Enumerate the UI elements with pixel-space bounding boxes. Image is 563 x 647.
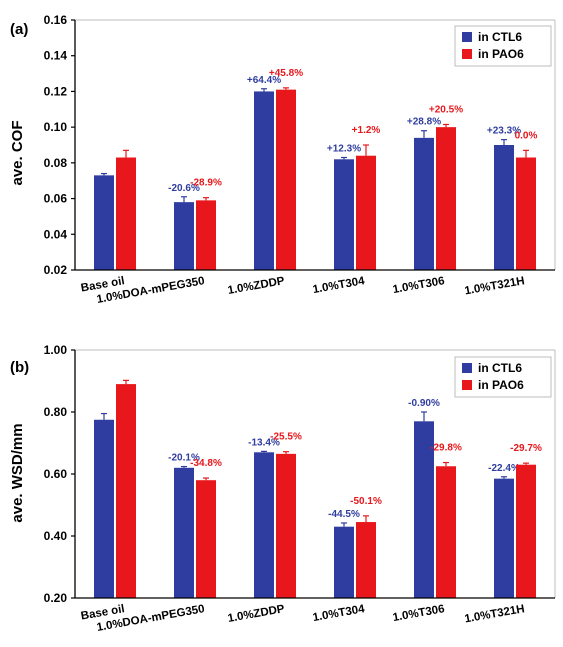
y-tick-label-b: 0.20 [44,591,68,605]
y-tick-label-a: 0.04 [44,227,68,241]
bar-in-pao6-base-oil [116,157,136,270]
panel-b-y-axis-title: ave. WSD/mm [9,423,26,522]
data-label-in-pao6: -34.8% [190,458,222,469]
y-tick-label-a: 0.16 [44,13,68,27]
panel-b-tag: (b) [10,359,29,376]
bar-in-ctl6-base-oil [94,175,114,270]
x-tick-label-b: 1.0%ZDDP [227,603,286,625]
bar-in-ctl6-1-0-t306 [414,137,434,270]
data-label-in-ctl6: -20.1% [168,453,200,464]
legend-swatch-in-pao6-a [462,49,472,59]
bar-in-ctl6-1-0-t306 [414,421,434,598]
bar-in-pao6-1-0-t321h [516,157,536,270]
panel-a-y-axis-title: ave. COF [9,120,26,185]
bar-in-pao6-1-0-t306 [436,466,456,598]
bar-in-ctl6-1-0-doa-mpeg350 [174,202,194,270]
legend-swatch-in-ctl6-a [462,32,472,42]
legend-swatch-in-pao6-b [462,380,472,390]
y-tick-label-a: 0.08 [44,156,68,170]
legend-label-in-ctl6-a: in CTL6 [478,30,522,44]
data-label-in-ctl6: -20.6% [168,183,200,194]
y-tick-label-b: 0.60 [44,467,68,481]
data-label-in-pao6: 0.0% [515,130,538,141]
y-tick-label-b: 1.00 [44,343,68,357]
data-label-in-pao6: +1.2% [352,125,381,136]
legend-frame-b [454,356,552,398]
x-tick-label-a: 1.0%T306 [392,275,446,296]
y-tick-label-a: 0.10 [44,120,68,134]
data-label-in-pao6: -25.5% [270,432,302,443]
bar-in-pao6-1-0-t321h [516,464,536,598]
x-tick-label-b: 1.0%T321H [464,603,526,625]
data-label-in-pao6: -29.8% [430,443,462,454]
bar-in-pao6-1-0-doa-mpeg350 [196,200,216,270]
bar-in-ctl6-base-oil [94,419,114,598]
data-label-in-ctl6: -22.4% [488,463,520,474]
data-label-in-ctl6: -0.90% [408,398,440,409]
legend-frame-a [454,25,552,67]
data-label-in-pao6: -29.7% [510,443,542,454]
chart-panel-b: (b) ave. WSD/mm in CTL6 in PAO6 0.20 0.40… [9,343,556,634]
data-label-in-ctl6: +12.3% [327,144,361,155]
x-tick-label-b: 1.0%T304 [312,603,366,624]
x-tick-label-a: 1.0%T304 [312,275,366,296]
x-tick-label-a: 1.0%ZDDP [227,275,286,297]
panel-a-legend: in CTL6 in PAO6 [462,30,524,61]
bar-in-ctl6-1-0-t321h [494,145,514,270]
bar-in-pao6-1-0-t304 [356,522,376,598]
data-label-in-pao6: +20.5% [429,104,463,115]
y-tick-label-a: 0.02 [44,263,68,277]
legend-label-in-ctl6-b: in CTL6 [478,361,522,375]
data-label-in-pao6: -28.9% [190,178,222,189]
bar-in-pao6-1-0-zddp [276,453,296,598]
y-tick-label-b: 0.80 [44,405,68,419]
legend-swatch-in-ctl6-b [462,363,472,373]
bar-in-ctl6-1-0-zddp [254,91,274,270]
bar-in-pao6-1-0-doa-mpeg350 [196,480,216,598]
panel-a-tag: (a) [10,21,28,38]
data-label-in-ctl6: +64.4% [247,75,281,86]
data-label-in-ctl6: +28.8% [407,117,441,128]
legend-label-in-pao6-b: in PAO6 [478,378,524,392]
y-tick-label-a: 0.12 [44,84,68,98]
legend-label-in-pao6-a: in PAO6 [478,47,524,61]
bar-in-pao6-1-0-zddp [276,89,296,271]
chart-panel-a: (a) ave. COF in CTL6 in PAO6 0.02 0.04 0.0… [9,13,556,306]
bar-in-ctl6-1-0-zddp [254,452,274,598]
bar-in-ctl6-1-0-t321h [494,478,514,598]
y-tick-label-a: 0.14 [44,49,68,63]
data-label-in-pao6: +45.8% [269,68,303,79]
data-label-in-ctl6: -13.4% [248,437,280,448]
data-label-in-pao6: -50.1% [350,496,382,507]
x-tick-label-a: 1.0%T321H [464,275,526,297]
bar-in-pao6-1-0-t304 [356,155,376,270]
bar-in-ctl6-1-0-t304 [334,159,354,270]
panel-b-legend: in CTL6 in PAO6 [462,361,524,392]
y-tick-label-b: 0.40 [44,529,68,543]
data-label-in-ctl6: -44.5% [328,509,360,520]
bar-in-ctl6-1-0-doa-mpeg350 [174,467,194,598]
bar-in-ctl6-1-0-t304 [334,526,354,598]
x-tick-label-b: 1.0%T306 [392,603,446,624]
data-label-in-ctl6: +23.3% [487,126,521,137]
bar-in-pao6-1-0-t306 [436,127,456,271]
y-tick-label-a: 0.06 [44,192,68,206]
bar-in-pao6-base-oil [116,384,136,598]
